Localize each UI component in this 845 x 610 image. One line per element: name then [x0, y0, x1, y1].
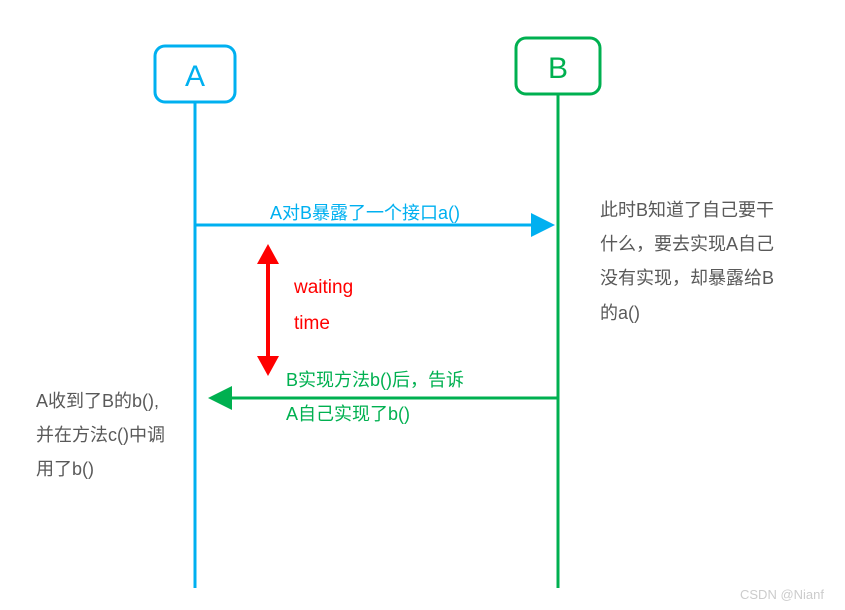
lifeline-a-label: A: [185, 60, 205, 93]
waiting-label: waiting time: [294, 270, 353, 342]
lifeline-b-label: B: [548, 52, 568, 85]
waiting-arrow-up-icon: [257, 244, 279, 264]
watermark: CSDN @Nianf: [740, 588, 824, 601]
message-b-to-a-arrowhead-icon: [208, 386, 232, 410]
message-a-to-b-label: A对B暴露了一个接口a(): [270, 196, 460, 230]
note-b-right: 此时B知道了自己要干 什么，要去实现A自己 没有实现，却暴露给B 的a(): [600, 193, 774, 330]
note-a-left: A收到了B的b(), 并在方法c()中调 用了b(): [36, 384, 165, 487]
waiting-arrow-down-icon: [257, 356, 279, 376]
message-b-to-a-label: B实现方法b()后，告诉 A自己实现了b(): [286, 363, 464, 431]
message-a-to-b-arrowhead-icon: [531, 213, 555, 237]
